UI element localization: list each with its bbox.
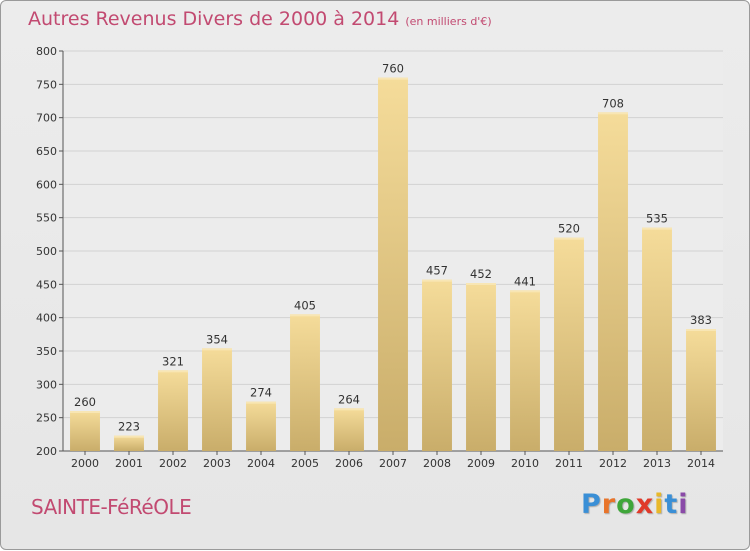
proxiti-logo[interactable]: Proxiti <box>581 489 689 520</box>
bar-top-highlight <box>114 435 144 438</box>
value-label-2002: 321 <box>162 354 184 368</box>
value-label-2013: 535 <box>646 212 668 226</box>
x-tick-label-2004: 2004 <box>247 457 275 470</box>
y-tick-label: 550 <box>36 212 57 225</box>
value-label-2003: 354 <box>206 332 228 346</box>
bar-2013 <box>642 227 672 451</box>
y-tick-label: 650 <box>36 145 57 158</box>
x-tick-label-2012: 2012 <box>599 457 627 470</box>
y-tick-label: 350 <box>36 345 57 358</box>
x-tick-label-2000: 2000 <box>71 457 99 470</box>
bars <box>70 77 716 452</box>
title-text: Autres Revenus Divers de 2000 à 2014 <box>28 8 400 30</box>
logo-letter: P <box>581 489 602 520</box>
bar-2009 <box>466 283 496 451</box>
value-label-2008: 457 <box>426 264 448 278</box>
bar-top-highlight <box>246 401 276 404</box>
x-tick-label-2013: 2013 <box>643 457 671 470</box>
value-label-2006: 264 <box>338 392 360 406</box>
y-tick-label: 300 <box>36 378 57 391</box>
y-tick-label: 400 <box>36 312 57 325</box>
y-tick-label: 600 <box>36 178 57 191</box>
bar-2001 <box>114 435 144 451</box>
x-tick-label-2010: 2010 <box>511 457 539 470</box>
bar-top-highlight <box>158 370 188 373</box>
commune-name: SAINTE-FéRéOLE <box>31 495 192 519</box>
value-label-2009: 452 <box>470 267 492 281</box>
value-label-2007: 760 <box>382 62 404 76</box>
logo-letter: t <box>664 489 679 520</box>
x-tick-label-2002: 2002 <box>159 457 187 470</box>
axes: 200 250 300 350 400 450 500 550 600 650 700 750 800 2… <box>36 45 723 470</box>
x-tick-label-2001: 2001 <box>115 457 143 470</box>
y-tick-label: 250 <box>36 412 57 425</box>
bar-top-highlight <box>290 314 320 317</box>
y-tick-label: 500 <box>36 245 57 258</box>
bar-top-highlight <box>554 237 584 240</box>
bar-top-highlight <box>334 408 364 411</box>
x-tick-label-2011: 2011 <box>555 457 583 470</box>
bar-2002 <box>158 370 188 451</box>
bar-top-highlight <box>598 112 628 115</box>
bar-top-highlight <box>466 283 496 285</box>
logo-letter: i <box>678 489 689 520</box>
x-tick-label-2007: 2007 <box>379 457 407 470</box>
bar-top-highlight <box>510 290 540 293</box>
chart-title: Autres Revenus Divers de 2000 à 2014 (en … <box>28 8 492 30</box>
y-tick-label: 700 <box>36 112 57 125</box>
bar-2012 <box>598 112 628 451</box>
bar-top-highlight <box>686 329 716 331</box>
logo-letter: i <box>654 489 665 520</box>
bar-top-highlight <box>422 279 452 282</box>
bar-2010 <box>510 290 540 451</box>
y-tick-label: 800 <box>36 45 57 58</box>
y-tick-label: 750 <box>36 78 57 91</box>
x-tick-label-2005: 2005 <box>291 457 319 470</box>
bar-top-highlight <box>378 77 408 80</box>
bar-2014 <box>686 329 716 451</box>
value-label-2012: 708 <box>602 96 624 110</box>
value-label-2014: 383 <box>690 313 712 327</box>
x-tick-label-2014: 2014 <box>687 457 715 470</box>
value-label-2000: 260 <box>74 395 96 409</box>
bar-2008 <box>422 279 452 451</box>
value-label-2001: 223 <box>118 420 140 434</box>
bar-2000 <box>70 411 100 451</box>
bar-2004 <box>246 401 276 451</box>
value-label-2005: 405 <box>294 298 316 312</box>
logo-letter: x <box>635 489 655 520</box>
chart-subtitle: (en milliers d'€) <box>405 15 492 28</box>
bar-top-highlight <box>202 348 232 351</box>
value-label-2010: 441 <box>514 274 536 288</box>
bar-top-highlight <box>642 227 672 230</box>
x-tick-label-2003: 2003 <box>203 457 231 470</box>
bar-2006 <box>334 408 364 451</box>
value-labels: 260 223 321 354 274 405 264 760 457 452 441 520 708 5… <box>74 62 712 434</box>
bar-2003 <box>202 348 232 451</box>
value-label-2004: 274 <box>250 386 272 400</box>
bar-top-highlight <box>70 411 100 413</box>
x-tick-label-2009: 2009 <box>467 457 495 470</box>
y-tick-label: 200 <box>36 445 57 458</box>
value-label-2011: 520 <box>558 222 580 236</box>
x-tick-label-2006: 2006 <box>335 457 363 470</box>
y-tick-label: 450 <box>36 278 57 291</box>
x-tick-label-2008: 2008 <box>423 457 451 470</box>
bar-2005 <box>290 314 320 451</box>
bar-2011 <box>554 237 584 451</box>
bar-2007 <box>378 77 408 452</box>
logo-letter: o <box>616 489 636 520</box>
logo-letter: r <box>601 489 617 520</box>
